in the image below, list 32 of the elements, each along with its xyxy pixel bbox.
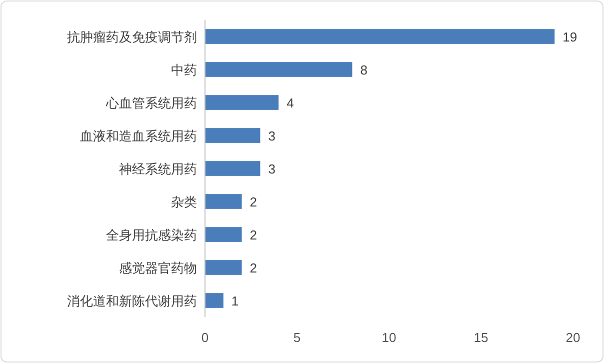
data-label: 2	[250, 260, 258, 276]
bar	[205, 161, 260, 176]
data-label: 3	[268, 128, 276, 144]
data-label: 1	[231, 294, 239, 308]
y-tick-label: 杂类	[171, 194, 197, 210]
x-tick-label: 15	[474, 330, 488, 345]
x-tick-label: 0	[201, 330, 209, 345]
y-tick-label: 全身用抗感染药	[106, 228, 197, 242]
y-tick-label: 神经系统用药	[119, 162, 197, 176]
data-label: 2	[250, 228, 258, 242]
y-tick-label: 消化道和新陈代谢用药	[67, 294, 197, 308]
bar	[205, 227, 242, 242]
y-tick-label: 中药	[171, 62, 197, 78]
bar	[205, 260, 242, 275]
bar	[205, 95, 279, 110]
y-tick-label: 血液和造血系统用药	[80, 128, 197, 144]
x-tick-label: 10	[382, 330, 396, 345]
bar	[205, 194, 242, 209]
data-label: 4	[286, 96, 294, 110]
data-label: 3	[268, 162, 276, 176]
y-tick-label: 心血管系统用药	[105, 96, 197, 110]
x-tick-label: 20	[566, 330, 580, 345]
y-tick-label: 感觉器官药物	[119, 260, 197, 276]
bar	[205, 128, 260, 143]
bar	[205, 293, 224, 308]
y-tick-label: 抗肿瘤药及免疫调节剂	[67, 30, 197, 44]
data-label: 2	[250, 194, 258, 210]
bar	[205, 29, 555, 44]
data-label: 8	[360, 62, 368, 78]
bar	[205, 62, 352, 77]
x-tick-label: 5	[293, 330, 301, 345]
data-label: 19	[562, 30, 578, 44]
